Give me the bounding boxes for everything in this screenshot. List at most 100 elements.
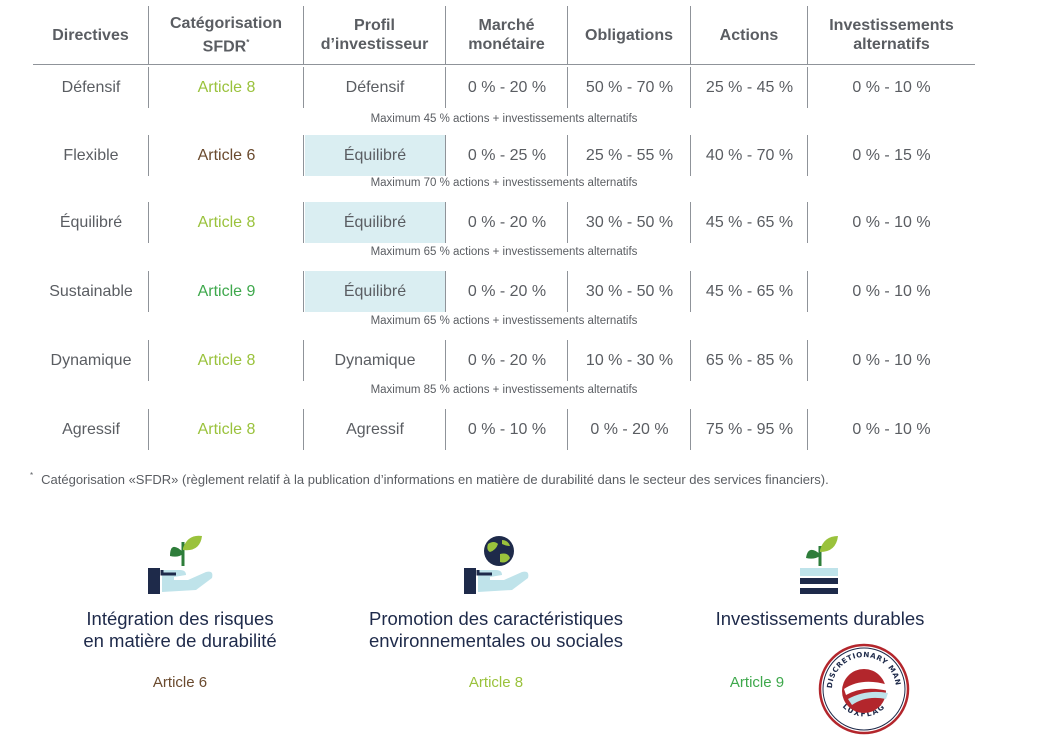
allocation-note: Maximum 45 % actions + investissements a… <box>370 113 638 125</box>
card-title: Promotion des caractéristiques environne… <box>368 608 623 651</box>
cell-alternatives-text: 0 % - 15 % <box>852 146 931 164</box>
cell-profile: Dynamique <box>304 340 446 381</box>
cell-equities-text: 40 % - 70 % <box>705 146 794 164</box>
cell-sfdr: Article 8 <box>149 202 304 243</box>
cell-money-market: 0 % - 20 % <box>446 67 568 108</box>
cell-sfdr-text: Article 8 <box>197 213 256 231</box>
cell-directive-text: Équilibré <box>59 213 123 231</box>
header-sfdr-label: Catégorisation SFDR* <box>169 14 282 56</box>
cell-profile: Équilibré <box>304 202 446 243</box>
cell-bonds: 50 % - 70 % <box>568 67 691 108</box>
cell-profile: Défensif <box>304 67 446 108</box>
cell-money-market-text: 0 % - 20 % <box>467 351 547 369</box>
card-article: Article 8 <box>468 674 524 691</box>
header-alternatives-label: Investissements alternatifs <box>829 17 954 53</box>
header-profile-label: Profil d’investisseur <box>320 17 429 53</box>
cell-sfdr-text: Article 6 <box>197 146 256 164</box>
cell-sfdr-text: Article 9 <box>197 282 256 300</box>
plant-equals-icon <box>800 536 838 594</box>
cell-directive: Défensif <box>33 67 149 108</box>
card-title: Investissements durables <box>715 608 925 629</box>
table-row: Dynamique Article 8 Dynamique 0 % - 20 % 10 … <box>33 340 975 381</box>
allocation-note: Maximum 65 % actions + investissements a… <box>370 315 638 327</box>
table-header: Directives Catégorisation SFDR* Profil d’in… <box>33 6 975 65</box>
cell-alternatives-text: 0 % - 10 % <box>852 420 931 438</box>
header-alternatives: Investissements alternatifs <box>808 6 975 64</box>
cell-bonds: 25 % - 55 % <box>568 135 691 176</box>
cell-equities: 45 % - 65 % <box>691 271 808 312</box>
table-row: Équilibré Article 8 Équilibré 0 % - 20 % 30 … <box>33 202 975 243</box>
header-bonds: Obligations <box>568 6 691 64</box>
cell-sfdr: Article 6 <box>149 135 304 176</box>
hand-globe-icon <box>464 536 529 594</box>
cell-equities: 40 % - 70 % <box>691 135 808 176</box>
cell-sfdr: Article 9 <box>149 271 304 312</box>
cell-directive-text: Agressif <box>62 420 120 438</box>
cell-sfdr: Article 8 <box>149 67 304 108</box>
cell-directive: Dynamique <box>33 340 149 381</box>
card-article-9: Investissements durables Article 9 <box>680 530 960 700</box>
cell-profile-text: Équilibré <box>304 135 446 176</box>
cell-profile: Agressif <box>304 409 446 450</box>
header-directives-label: Directives <box>52 26 129 44</box>
cell-bonds: 10 % - 30 % <box>568 340 691 381</box>
cell-profile-text: Défensif <box>345 78 405 96</box>
header-sfdr: Catégorisation SFDR* <box>149 6 304 64</box>
cell-money-market-text: 0 % - 20 % <box>467 213 547 231</box>
cell-bonds: 30 % - 50 % <box>568 202 691 243</box>
cell-money-market: 0 % - 20 % <box>446 271 568 312</box>
cell-alternatives-text: 0 % - 10 % <box>852 282 931 300</box>
cell-profile-text: Équilibré <box>304 271 446 312</box>
cell-directive: Flexible <box>33 135 149 176</box>
cell-money-market: 0 % - 20 % <box>446 340 568 381</box>
cell-money-market-text: 0 % - 20 % <box>467 78 547 96</box>
cell-alternatives-text: 0 % - 10 % <box>852 78 931 96</box>
cell-directive-text: Sustainable <box>49 282 133 300</box>
cell-equities-text: 25 % - 45 % <box>705 78 794 96</box>
cell-sfdr-text: Article 8 <box>197 78 256 96</box>
header-profile: Profil d’investisseur <box>304 6 446 64</box>
header-money-market: Marché monétaire <box>446 6 568 64</box>
cell-equities: 25 % - 45 % <box>691 67 808 108</box>
cell-money-market: 0 % - 10 % <box>446 409 568 450</box>
card-title: Intégration des risques en matière de du… <box>83 608 277 651</box>
cell-bonds-text: 10 % - 30 % <box>585 351 674 369</box>
header-equities-label: Actions <box>719 26 779 44</box>
cell-equities: 65 % - 85 % <box>691 340 808 381</box>
footnote-mark: * <box>30 471 34 480</box>
cell-money-market-text: 0 % - 25 % <box>467 146 547 164</box>
cell-bonds: 30 % - 50 % <box>568 271 691 312</box>
cell-alternatives: 0 % - 10 % <box>808 409 975 450</box>
cell-money-market-text: 0 % - 10 % <box>467 420 547 438</box>
cell-directive: Sustainable <box>33 271 149 312</box>
header-equities: Actions <box>691 6 808 64</box>
cell-alternatives: 0 % - 10 % <box>808 67 975 108</box>
cell-equities-text: 75 % - 95 % <box>705 420 794 438</box>
cell-equities: 45 % - 65 % <box>691 202 808 243</box>
cell-equities-text: 45 % - 65 % <box>705 282 794 300</box>
footnote-text: Catégorisation «SFDR» (règlement relatif… <box>41 472 829 487</box>
card-article: Article 6 <box>152 674 208 691</box>
luxflag-seal-icon: ESG DISCRETIONARY MANDATE LUXFLAG <box>818 643 910 735</box>
card-article: Article 9 <box>729 674 785 691</box>
cell-equities-text: 65 % - 85 % <box>705 351 794 369</box>
cell-equities-text: 45 % - 65 % <box>705 213 794 231</box>
card-article-8: Promotion des caractéristiques environne… <box>336 530 656 700</box>
cell-profile: Équilibré <box>304 271 446 312</box>
cell-directive: Agressif <box>33 409 149 450</box>
cell-money-market: 0 % - 25 % <box>446 135 568 176</box>
table-row: Sustainable Article 9 Équilibré 0 % - 20 % 3… <box>33 271 975 312</box>
cell-alternatives: 0 % - 15 % <box>808 135 975 176</box>
cell-profile-text: Dynamique <box>334 351 416 369</box>
card-article-6: Intégration des risques en matière de du… <box>40 530 320 700</box>
header-money-market-label: Marché monétaire <box>468 17 545 53</box>
cell-bonds-text: 50 % - 70 % <box>585 78 674 96</box>
cell-alternatives: 0 % - 10 % <box>808 202 975 243</box>
footnote: * Catégorisation «SFDR» (règlement relati… <box>30 471 829 487</box>
header-bonds-label: Obligations <box>585 26 673 44</box>
table-row: Défensif Article 8 Défensif 0 % - 20 % 50 % … <box>33 67 975 108</box>
hand-plant-icon <box>148 535 213 594</box>
cell-alternatives-text: 0 % - 10 % <box>852 213 931 231</box>
cell-profile-text: Équilibré <box>304 202 446 243</box>
